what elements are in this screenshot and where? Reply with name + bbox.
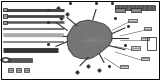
Bar [3,21,7,24]
Bar [115,5,155,10]
Circle shape [3,59,8,61]
Bar [8,58,32,62]
Bar [3,8,7,11]
Bar [141,57,149,60]
Bar [120,65,128,68]
Bar [8,68,13,72]
Bar [144,27,151,30]
Bar [131,8,141,12]
Bar [3,14,7,18]
Bar [128,19,137,22]
Bar [147,37,156,50]
Bar [141,37,149,40]
Bar [16,68,21,72]
Bar [24,68,29,72]
Bar [131,46,140,50]
Circle shape [1,58,10,62]
Polygon shape [67,20,112,59]
Bar [115,8,125,12]
